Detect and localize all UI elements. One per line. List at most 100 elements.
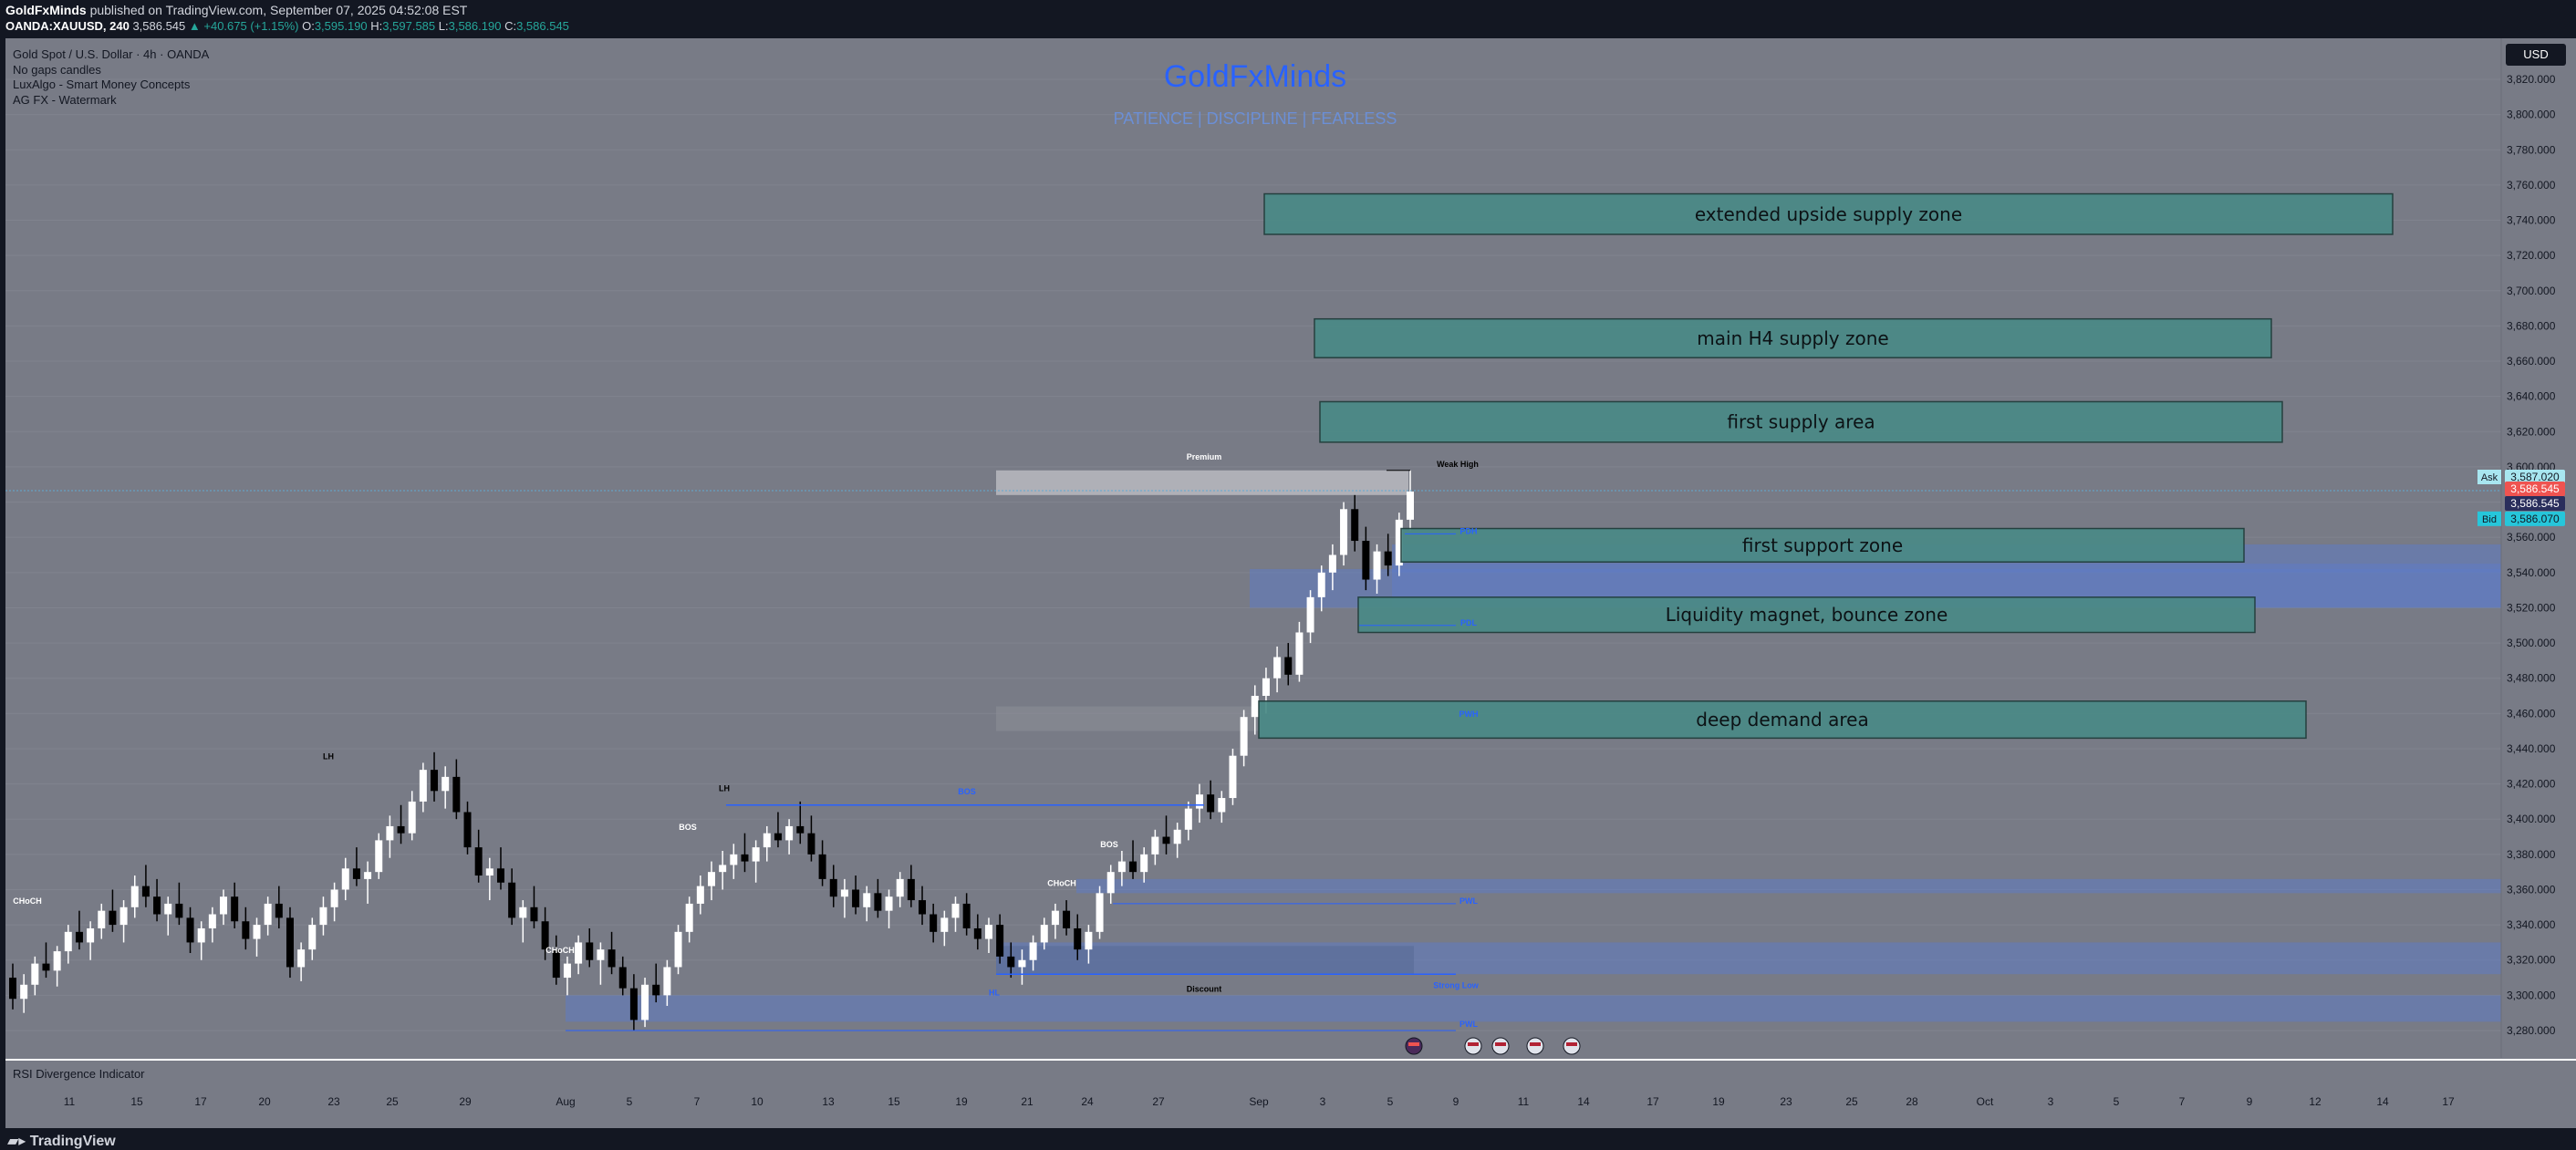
candle-body — [141, 886, 150, 897]
candle-body — [164, 903, 172, 915]
candle-body — [818, 854, 826, 879]
time-tick: 23 — [327, 1095, 340, 1108]
price-tick: 3,460.000 — [2507, 707, 2556, 720]
candle-body — [641, 984, 649, 1020]
candle-body — [319, 907, 327, 926]
high-value: 3,597.585 — [382, 19, 436, 33]
legend-indicator[interactable]: LuxAlgo - Smart Money Concepts — [13, 78, 191, 91]
price-tick: 3,520.000 — [2507, 601, 2556, 614]
candle-body — [1306, 596, 1314, 633]
time-axis[interactable]: 11 15 17 20 23 25 29 Aug 5 7 10 13 15 19 21 24 27 Sep 3 5 9 1… — [5, 1059, 2576, 1108]
candle-body — [1395, 519, 1403, 566]
price-tick: 3,320.000 — [2507, 954, 2556, 967]
author-name[interactable]: GoldFxMinds — [5, 3, 87, 17]
candle-body — [586, 942, 594, 960]
zone-box — [1263, 192, 2394, 235]
candle-body — [175, 903, 183, 918]
price-tick: 3,420.000 — [2507, 778, 2556, 791]
smc-label: CHoCH — [545, 946, 575, 955]
zone-box — [1319, 400, 2283, 443]
price-tick: 3,740.000 — [2507, 214, 2556, 227]
candle-body — [519, 907, 527, 918]
candle-body — [708, 872, 715, 886]
candle-body — [896, 878, 904, 897]
candle-body — [352, 868, 360, 879]
time-tick: 5 — [627, 1095, 633, 1108]
price-tick: 3,480.000 — [2507, 672, 2556, 685]
rsi-label: RSI Divergence Indicator — [13, 1067, 145, 1081]
open-label: O: — [302, 19, 315, 33]
time-tick: 17 — [194, 1095, 207, 1108]
candle-body — [807, 833, 815, 855]
candle-body — [1340, 509, 1348, 555]
candle-body — [1362, 541, 1370, 580]
smc-label: BOS — [679, 823, 697, 832]
zone-box — [1400, 527, 2245, 563]
candle-body — [1085, 931, 1093, 950]
candle-body — [1295, 632, 1304, 675]
candle-body — [608, 949, 616, 968]
candle-body — [1018, 959, 1026, 968]
candle-body — [1240, 717, 1248, 756]
candle-body — [9, 978, 16, 1000]
symbol-label: OANDA:XAUUSD, 240 — [5, 19, 130, 33]
time-tick: Sep — [1249, 1095, 1269, 1108]
candle-body — [1407, 491, 1414, 520]
candle-body — [408, 801, 416, 834]
candle-body — [463, 812, 472, 848]
bid-price-bg — [2505, 511, 2565, 526]
candle-body — [20, 984, 28, 1000]
candle-body — [1207, 794, 1215, 813]
zone-box — [1314, 317, 2272, 358]
tradingview-logo[interactable]: ▰▸ TradingView — [7, 1132, 116, 1150]
candle-body — [719, 865, 727, 873]
price-tick: 3,780.000 — [2507, 143, 2556, 156]
candle-body — [64, 931, 72, 952]
candle-body — [1251, 696, 1259, 718]
analysis-zones: extended upside supply zone main H4 suppl… — [1258, 192, 2394, 740]
zone-label: deep demand area — [1696, 709, 1868, 730]
time-tick: 9 — [1453, 1095, 1459, 1108]
time-tick: 25 — [386, 1095, 399, 1108]
event-flag-icon — [1468, 1042, 1479, 1046]
time-tick: 7 — [694, 1095, 701, 1108]
high-label: H: — [370, 19, 383, 33]
candle-body — [907, 878, 915, 901]
legend-indicator[interactable]: No gaps candles — [13, 62, 101, 77]
economic-events[interactable] — [1405, 1037, 1581, 1055]
time-tick: 3 — [1320, 1095, 1326, 1108]
legend-title[interactable]: Gold Spot / U.S. Dollar · 4h · OANDA — [13, 47, 210, 61]
candle-body — [53, 951, 61, 971]
candle-body — [663, 967, 671, 996]
time-tick: 23 — [1780, 1095, 1792, 1108]
candle-body — [1029, 942, 1037, 960]
currency-button[interactable]: USD — [2506, 44, 2566, 66]
price-tick: 3,760.000 — [2507, 179, 2556, 192]
candle-body — [364, 872, 372, 879]
candle-body — [674, 931, 682, 968]
smc-label: Strong Low — [1433, 981, 1479, 990]
premium-zone — [996, 470, 1408, 495]
time-tick: 11 — [1518, 1095, 1530, 1108]
legend-indicator[interactable]: AG FX - Watermark — [13, 92, 117, 107]
candle-body — [1151, 836, 1159, 855]
low-label: L: — [438, 19, 449, 33]
smc-label: Premium — [1187, 452, 1222, 461]
bid-label: Bid — [2482, 514, 2497, 525]
candle-body — [785, 825, 794, 841]
price-axis[interactable]: 3,280.000 3,300.000 3,320.000 3,340.000 3,36… — [2500, 38, 2556, 1058]
candle-body — [563, 963, 571, 979]
candle-body — [1106, 872, 1115, 894]
time-tick: 15 — [130, 1095, 143, 1108]
event-flag-icon — [1530, 1042, 1541, 1046]
candle-body — [508, 882, 516, 918]
time-tick: 12 — [2309, 1095, 2322, 1108]
event-flag-icon — [1495, 1042, 1506, 1046]
smc-label: HL — [989, 988, 1000, 997]
candle-body — [1328, 554, 1336, 573]
candle-body — [885, 896, 893, 911]
candle-body — [153, 896, 161, 915]
candle-body — [930, 914, 938, 932]
